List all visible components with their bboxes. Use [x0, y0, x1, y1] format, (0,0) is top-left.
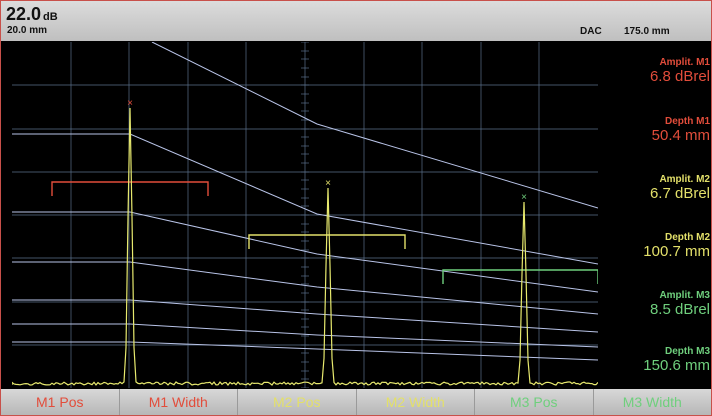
gate-m1 — [52, 182, 208, 196]
dac-label: DAC — [580, 26, 602, 37]
depth-m1-readout: Depth M1 50.4 mm — [598, 116, 710, 144]
amplitude-m3-readout: Amplit. M3 8.5 dBrel — [598, 290, 710, 318]
m3-width-button[interactable]: M3 Width — [594, 389, 712, 415]
dac-curve — [152, 42, 598, 208]
peak-marker: × — [127, 98, 133, 109]
m1-pos-button[interactable]: M1 Pos — [1, 389, 120, 415]
depth-m2-readout: Depth M2 100.7 mm — [598, 232, 710, 260]
grid — [12, 42, 598, 388]
m2-width-button[interactable]: M2 Width — [357, 389, 476, 415]
depth-m1-value: 50.4 mm — [598, 127, 710, 144]
gain-unit: dB — [43, 11, 58, 23]
depth-m3-readout: Depth M3 150.6 mm — [598, 346, 710, 374]
m3-pos-button[interactable]: M3 Pos — [475, 389, 594, 415]
depth-m3-label: Depth M3 — [598, 346, 710, 357]
dac-value: 175.0 mm — [624, 26, 670, 37]
peak-markers: × × × — [127, 98, 527, 203]
amplitude-m2-readout: Amplit. M2 6.7 dBrel — [598, 174, 710, 202]
amplitude-m3-label: Amplit. M3 — [598, 290, 710, 301]
peak-marker: × — [325, 178, 331, 189]
depth-m2-label: Depth M2 — [598, 232, 710, 243]
m1-width-button[interactable]: M1 Width — [120, 389, 239, 415]
gain-readout: 22.0 dB — [6, 4, 58, 25]
amplitude-m3-value: 8.5 dBrel — [598, 301, 710, 318]
amplitude-m2-label: Amplit. M2 — [598, 174, 710, 185]
depth-m2-value: 100.7 mm — [598, 243, 710, 260]
depth-m1-label: Depth M1 — [598, 116, 710, 127]
a-scan-display: × × × — [12, 42, 598, 388]
amplitude-m1-readout: Amplit. M1 6.8 dBrel — [598, 57, 710, 85]
depth-m3-value: 150.6 mm — [598, 357, 710, 374]
amplitude-m1-label: Amplit. M1 — [598, 57, 710, 68]
range-readout: 20.0 mm — [7, 25, 47, 36]
a-scan-plot: × × × — [12, 42, 598, 388]
amplitude-m1-value: 6.8 dBrel — [598, 68, 710, 85]
gain-value: 22.0 — [6, 4, 41, 24]
softkey-bar: M1 Pos M1 Width M2 Pos M2 Width M3 Pos M… — [1, 389, 711, 415]
gates — [52, 182, 598, 284]
peak-marker: × — [521, 192, 527, 203]
m2-pos-button[interactable]: M2 Pos — [238, 389, 357, 415]
status-bar: 22.0 dB 20.0 mm DAC 175.0 mm — [1, 1, 711, 41]
amplitude-m2-value: 6.7 dBrel — [598, 185, 710, 202]
